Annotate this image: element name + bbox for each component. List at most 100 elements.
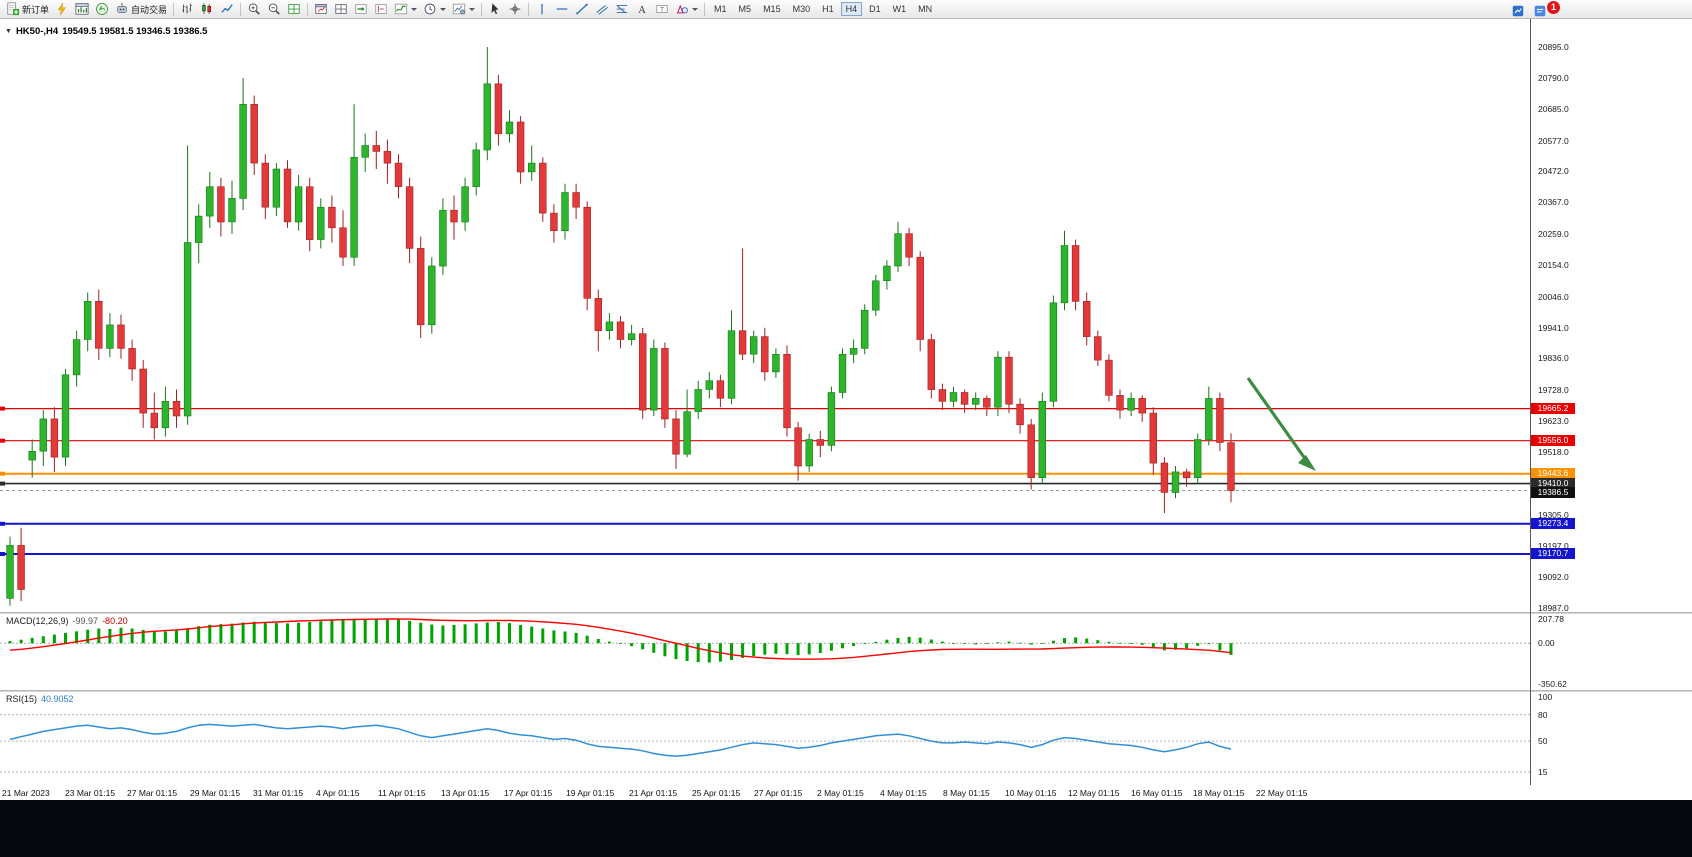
timeframe-button-mn[interactable]: MN — [918, 4, 933, 14]
time-axis-label: 21 Apr 01:15 — [629, 788, 678, 798]
timeframe-button-h1[interactable]: H1 — [822, 4, 834, 14]
chart-window-icon — [75, 3, 89, 15]
shapes-button[interactable] — [672, 0, 701, 19]
tile-windows-button[interactable] — [284, 0, 304, 19]
chart-shift-button[interactable] — [371, 0, 391, 19]
hline-tool-button[interactable] — [552, 0, 572, 19]
cursor-icon — [491, 3, 499, 15]
grid-icon — [288, 4, 300, 14]
alerts-icon[interactable] — [1530, 1, 1550, 20]
window-list-button[interactable] — [331, 0, 351, 19]
profiles-icon — [96, 3, 108, 15]
timeframe-button-m5[interactable]: M5 — [738, 4, 752, 14]
zoom-in-icon — [248, 3, 260, 15]
chevron-down-icon — [411, 7, 418, 11]
panel-divider[interactable] — [0, 690, 1692, 692]
trendline-tool-button[interactable] — [572, 0, 592, 19]
time-axis-label: 16 May 01:15 — [1131, 788, 1183, 798]
time-axis-label: 29 Mar 01:15 — [190, 788, 241, 798]
rsi-value: 40.9052 — [41, 694, 74, 704]
shapes-icon — [677, 4, 688, 14]
auto-trading-button[interactable]: 自动交易 — [112, 0, 170, 19]
price-scale[interactable]: 20895.0 20790.0 20685.0 20577.0 20472.0 20367… — [1531, 19, 1692, 613]
timeframe-button-m30[interactable]: M30 — [792, 4, 811, 14]
periods-button[interactable] — [420, 0, 449, 19]
price-axis-label: 20895.0 — [1538, 42, 1569, 52]
win-chart-icon — [315, 4, 327, 14]
axis-border — [1530, 19, 1531, 785]
macd-scale[interactable]: 207.78 0.00 -350.62 — [1531, 614, 1692, 690]
indicators-button[interactable] — [391, 0, 420, 19]
timeframe-button-d1[interactable]: D1 — [869, 4, 881, 14]
price-axis-label: 20046.0 — [1538, 292, 1569, 302]
macd-panel[interactable] — [0, 614, 1530, 690]
time-axis-label: 11 Apr 01:15 — [378, 788, 426, 798]
autotrade-bolt-icon[interactable] — [52, 0, 72, 19]
macd-axis-label: 0.00 — [1538, 638, 1555, 648]
time-axis-label: 19 Apr 01:15 — [566, 788, 615, 798]
time-axis[interactable]: 21 Mar 2023 23 Mar 01:15 27 Mar 01:15 29 Ma… — [0, 785, 1530, 800]
time-axis-label: 4 Apr 01:15 — [316, 788, 360, 798]
candle-chart-type-button[interactable] — [197, 0, 217, 19]
fibonacci-tool-button[interactable] — [612, 0, 632, 19]
timeframe-button-h4[interactable]: H4 — [840, 2, 863, 16]
rsi-scale[interactable]: 100 80 50 15 — [1531, 692, 1692, 785]
text-tool-button[interactable]: A — [632, 0, 652, 19]
time-axis-label: 10 May 01:15 — [1005, 788, 1057, 798]
label-tool-button[interactable]: T — [652, 0, 672, 19]
time-axis-label: 21 Mar 2023 — [2, 788, 50, 798]
crosshair-tool-button[interactable] — [505, 0, 525, 19]
timeframe-button-m1[interactable]: M1 — [714, 4, 727, 14]
candlestick-plot[interactable] — [0, 19, 1530, 612]
time-axis-label: 27 Mar 01:15 — [127, 788, 178, 798]
auto-scroll-button[interactable] — [351, 0, 371, 19]
price-axis-label: 20154.0 — [1538, 260, 1569, 270]
toolbar-separator — [240, 2, 242, 16]
cursor-tool-button[interactable] — [485, 0, 505, 19]
blue-news-icon — [1512, 5, 1524, 16]
rsi-axis-label: 50 — [1538, 736, 1548, 746]
trend-arrow[interactable] — [1246, 377, 1316, 471]
notification-badge[interactable]: 1 — [1547, 1, 1560, 14]
chart-window-icon[interactable] — [72, 0, 92, 19]
timeframe-button-m15[interactable]: M15 — [763, 4, 781, 14]
candles-icon — [202, 3, 211, 14]
vline-tool-button[interactable] — [532, 0, 552, 19]
blue-cal-icon — [1534, 5, 1546, 16]
level-price-tag: 19410.0 — [1531, 478, 1575, 489]
rsi-label: RSI(15) 40.9052 — [6, 694, 74, 704]
main-chart[interactable] — [0, 19, 1530, 612]
rsi-panel[interactable] — [0, 692, 1530, 785]
autoscroll-icon — [355, 4, 367, 14]
panel-divider[interactable] — [0, 612, 1692, 614]
chart-collapse-icon[interactable]: ▼ — [5, 28, 12, 35]
level-price-tag: 19170.7 — [1531, 548, 1575, 559]
chevron-down-icon — [469, 7, 476, 11]
template-icon — [452, 3, 466, 15]
clock-icon — [424, 3, 436, 15]
time-axis-label: 23 Mar 01:15 — [65, 788, 116, 798]
chevron-down-icon — [440, 7, 447, 11]
rsi-plot — [0, 714, 1530, 773]
channel-tool-button[interactable] — [592, 0, 612, 19]
new-chart-button[interactable] — [311, 0, 331, 19]
rsi-axis-label: 80 — [1538, 710, 1548, 720]
price-axis-label: 20685.0 — [1538, 104, 1569, 114]
zoom-in-button[interactable] — [244, 0, 264, 19]
bar-chart-type-button[interactable] — [177, 0, 197, 19]
time-axis-label: 31 Mar 01:15 — [253, 788, 304, 798]
price-axis-label: 18987.0 — [1538, 603, 1569, 613]
new-order-button[interactable]: 新订单 — [3, 0, 52, 19]
profiles-icon[interactable] — [92, 0, 112, 19]
toolbar-separator — [173, 2, 175, 16]
macd-plot — [0, 618, 1530, 663]
market-watch-icon[interactable] — [1508, 1, 1528, 20]
timeframe-button-w1[interactable]: W1 — [892, 4, 907, 14]
macd-axis-label: 207.78 — [1538, 614, 1564, 624]
time-axis-label: 18 May 01:15 — [1193, 788, 1245, 798]
zoom-out-button[interactable] — [264, 0, 284, 19]
templates-button[interactable] — [449, 0, 478, 19]
line-chart-type-button[interactable] — [217, 0, 237, 19]
time-axis-label: 22 May 01:15 — [1256, 788, 1308, 798]
time-axis-label: 4 May 01:15 — [880, 788, 927, 798]
